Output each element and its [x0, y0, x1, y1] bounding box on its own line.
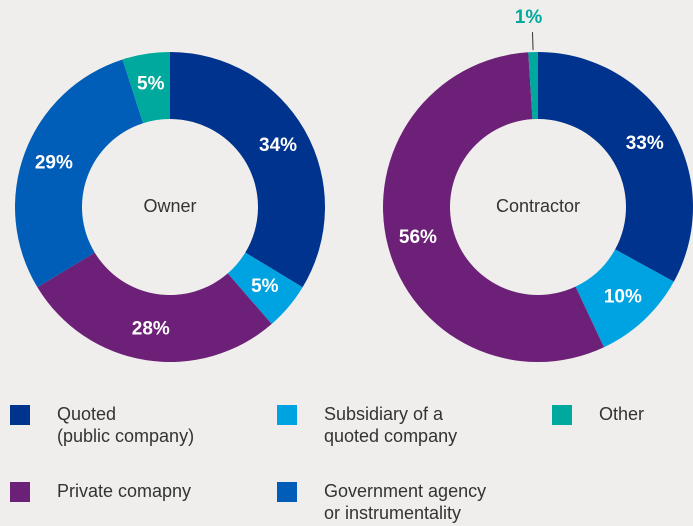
value-label: 56% — [399, 227, 437, 248]
slice — [528, 52, 538, 120]
legend-swatch — [10, 482, 30, 502]
legend-label: Other — [599, 404, 645, 424]
legend-swatch — [10, 405, 30, 425]
slice — [382, 52, 604, 363]
slice — [37, 252, 272, 363]
value-label: 34% — [259, 135, 297, 156]
slice — [538, 52, 693, 282]
slice — [170, 52, 325, 288]
value-label: 28% — [132, 319, 170, 340]
slice — [575, 249, 674, 348]
value-label: 5% — [251, 276, 279, 297]
value-label: 10% — [604, 286, 642, 307]
slice — [227, 252, 303, 324]
legend-label: Private comapny — [57, 481, 192, 501]
value-label: 5% — [137, 74, 165, 95]
center-label: Owner — [143, 196, 196, 216]
slice — [122, 52, 170, 124]
leader-line — [532, 32, 534, 51]
center-label: Contractor — [496, 196, 580, 216]
legend-label: Subsidiary of a quoted company — [324, 404, 458, 446]
legend-label: Government agency or instrumentality — [324, 481, 487, 523]
slice — [14, 59, 144, 288]
value-label: 1% — [515, 7, 543, 28]
value-label: 33% — [626, 133, 664, 154]
value-label: 29% — [35, 153, 73, 174]
legend-swatch — [277, 482, 297, 502]
charts: 34% 5% 28% 29% 5% Owner 33% 10% 56% 1% Contractor — [14, 7, 693, 363]
legend-label: Quoted (public company) — [57, 404, 195, 446]
legend-swatch — [277, 405, 297, 425]
legend-swatch — [552, 405, 572, 425]
